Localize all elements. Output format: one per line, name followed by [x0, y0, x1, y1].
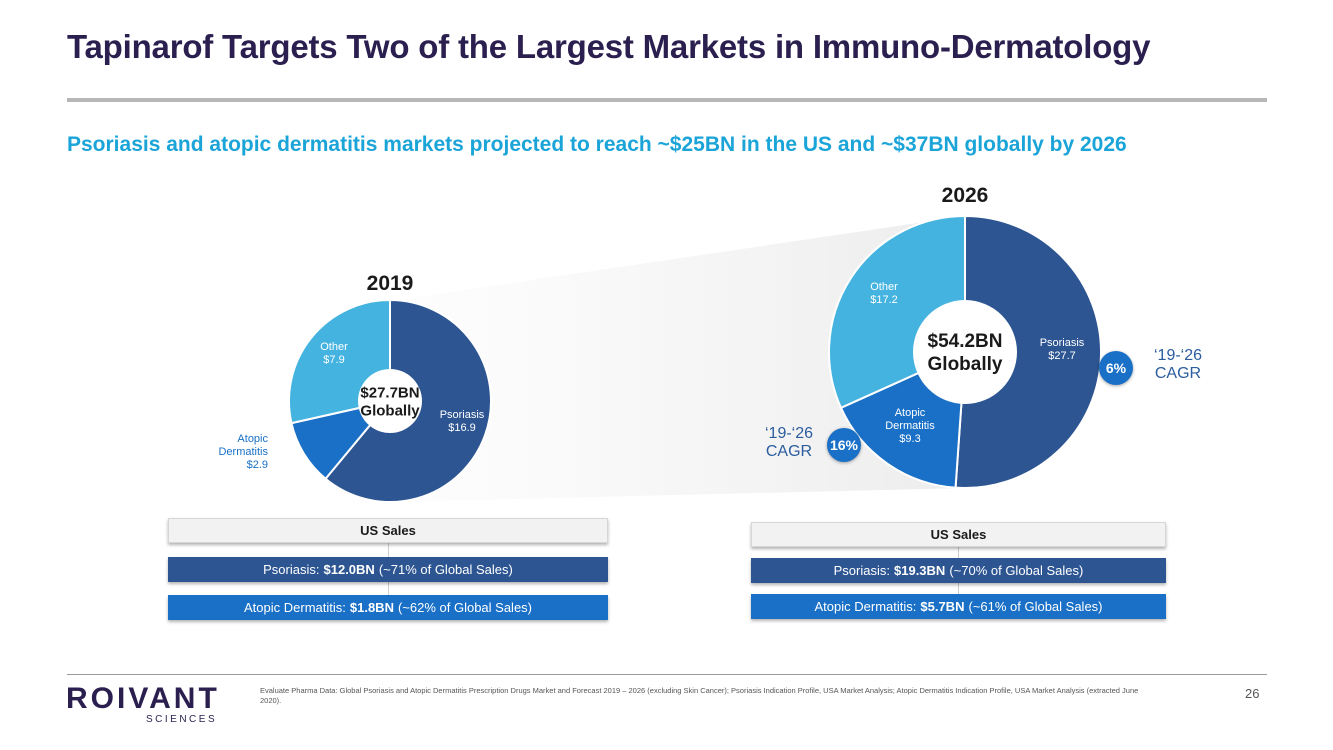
us-sales-2026-atopic: Atopic Dermatitis: $5.7BN (~61% of Globa… — [751, 594, 1166, 619]
us-sales-2019-psoriasis-share: (~71% of Global Sales) — [378, 562, 513, 577]
page-subtitle: Psoriasis and atopic dermatitis markets … — [67, 133, 1127, 156]
pie-2019-label-other: $7.9 — [323, 354, 344, 366]
us-sales-2026-psoriasis-share: (~70% of Global Sales) — [949, 563, 1084, 578]
us-sales-2019-atopic-label: Atopic Dermatitis: — [244, 600, 346, 615]
pie-2019-label-other: Other — [320, 341, 348, 353]
pie-2026-slice-psoriasis — [954, 214, 1103, 489]
atopic-cagr-badge: 16% — [827, 428, 861, 462]
psoriasis-cagr-label: ‘19-‘26 CAGR — [1138, 347, 1218, 383]
page-number: 26 — [1245, 686, 1260, 701]
psoriasis-cagr-period: ‘19-‘26 — [1153, 347, 1203, 364]
us-sales-2019-atopic-share: (~62% of Global Sales) — [397, 600, 532, 615]
pie-2026-label-other: Other — [870, 281, 898, 293]
pie-2019-label-atopic-dermatitis: Dermatitis — [218, 446, 268, 458]
source-note: Evaluate Pharma Data: Global Psoriasis a… — [260, 686, 1139, 705]
footer-divider — [67, 674, 1267, 675]
pie-2019-label-psoriasis: Psoriasis — [440, 409, 485, 421]
us-sales-2019-atopic-value: $1.8BN — [349, 600, 394, 615]
us-sales-2026-psoriasis-value: $19.3BN — [894, 563, 946, 578]
pie-2026-label-atopic-dermatitis: $9.3 — [899, 433, 920, 445]
us-sales-2026-atopic-share: (~61% of Global Sales) — [968, 599, 1103, 614]
us-sales-2026-psoriasis-label: Psoriasis: — [833, 563, 890, 578]
us-sales-2026-atopic-label: Atopic Dermatitis: — [814, 599, 917, 614]
pie-2019-label-atopic-dermatitis: Atopic — [237, 433, 268, 445]
psoriasis-cagr-badge: 6% — [1099, 351, 1133, 385]
pie-2026-center-label: $54.2BN — [928, 331, 1003, 352]
pie-2019-label-atopic-dermatitis: $2.9 — [247, 459, 268, 471]
title-divider — [67, 98, 1267, 102]
us-sales-2026-header: US Sales — [751, 522, 1166, 547]
pie-2019-center-label: $27.7BN — [360, 384, 419, 401]
chart-2019-title: 2019 — [366, 272, 414, 295]
pie-2019-center — [358, 369, 422, 433]
pie-2026-label-atopic-dermatitis: Atopic — [895, 407, 926, 419]
pie-2019-center-label: Globally — [360, 402, 420, 419]
roivant-logo: ROIVANT — [66, 682, 220, 715]
atopic-cagr-caption: CAGR — [765, 443, 813, 460]
pie-2026-label-other: $17.2 — [870, 294, 898, 306]
pie-2026-center — [913, 300, 1017, 404]
us-sales-2019-psoriasis-value: $12.0BN — [323, 562, 375, 577]
pie-2026-center-label: Globally — [928, 354, 1003, 375]
roivant-logo-subtitle: SCIENCES — [146, 714, 218, 725]
atopic-cagr-period: ‘19-‘26 — [764, 425, 814, 442]
us-sales-2019-psoriasis: Psoriasis: $12.0BN (~71% of Global Sales… — [168, 557, 608, 582]
chart-connector-band — [390, 216, 965, 502]
pie-2026-label-atopic-dermatitis: Dermatitis — [885, 420, 935, 432]
psoriasis-cagr-caption: CAGR — [1154, 365, 1202, 382]
us-sales-2019-header: US Sales — [168, 518, 608, 543]
pie-2026-label-psoriasis: Psoriasis — [1040, 337, 1085, 349]
us-sales-2026-psoriasis: Psoriasis: $19.3BN (~70% of Global Sales… — [751, 558, 1166, 583]
us-sales-2019-atopic: Atopic Dermatitis: $1.8BN (~62% of Globa… — [168, 595, 608, 620]
atopic-cagr-label: ‘19-‘26 CAGR — [749, 425, 829, 461]
pie-2019-label-psoriasis: $16.9 — [448, 422, 476, 434]
chart-2026-title: 2026 — [941, 184, 989, 207]
us-sales-2026-atopic-value: $5.7BN — [920, 599, 965, 614]
pie-2026-label-psoriasis: $27.7 — [1048, 350, 1076, 362]
us-sales-2019-psoriasis-label: Psoriasis: — [263, 562, 320, 577]
page-title: Tapinarof Targets Two of the Largest Mar… — [67, 28, 1151, 65]
